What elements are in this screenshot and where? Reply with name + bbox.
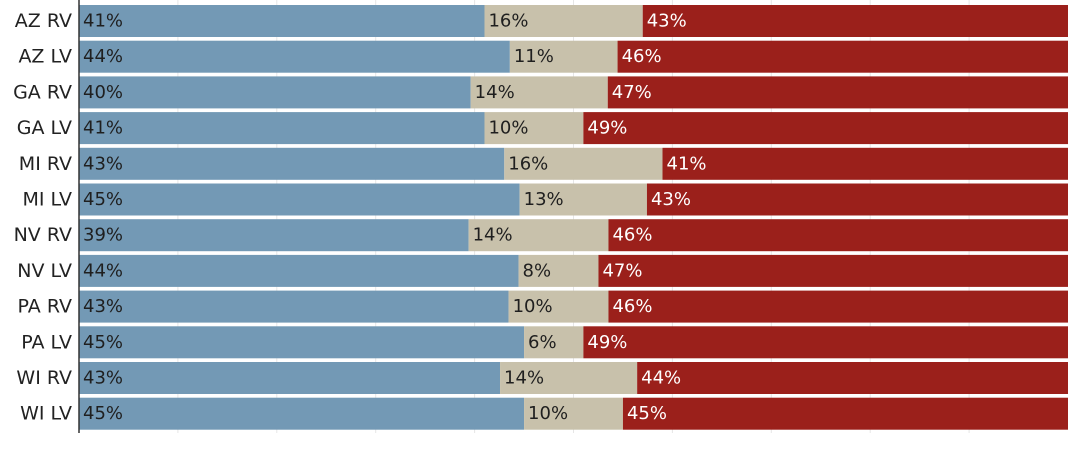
bar-segment-republican bbox=[662, 147, 1068, 180]
data-label: 8% bbox=[523, 260, 552, 281]
data-label: 47% bbox=[602, 260, 642, 281]
bar-segment-undecided bbox=[524, 326, 584, 359]
bar-segment-republican bbox=[617, 40, 1068, 73]
bar-segment-undecided bbox=[519, 183, 647, 216]
data-label: 43% bbox=[83, 296, 123, 317]
data-label: 14% bbox=[504, 368, 544, 389]
category-label: WI RV bbox=[16, 367, 72, 389]
data-label: 10% bbox=[528, 403, 568, 424]
data-label: 43% bbox=[651, 189, 691, 210]
bar-segment-republican bbox=[622, 397, 1068, 430]
bar-segment-democrat bbox=[79, 147, 505, 180]
data-label: 10% bbox=[513, 296, 553, 317]
bar-segment-undecided bbox=[500, 362, 638, 394]
bar-segment-democrat bbox=[79, 76, 471, 109]
category-label: NV LV bbox=[17, 260, 72, 282]
data-label: 44% bbox=[641, 368, 681, 389]
bar-segment-republican bbox=[642, 5, 1068, 37]
category-label: MI LV bbox=[22, 189, 72, 211]
data-label: 43% bbox=[647, 11, 687, 32]
bar-segment-democrat bbox=[79, 397, 525, 430]
data-label: 45% bbox=[627, 403, 667, 424]
data-label: 46% bbox=[612, 225, 652, 246]
data-label: 43% bbox=[83, 368, 123, 389]
category-label: MI RV bbox=[19, 153, 72, 175]
bar-segment-republican bbox=[608, 290, 1068, 323]
data-label: 39% bbox=[83, 225, 123, 246]
bar-segment-undecided bbox=[509, 40, 618, 73]
data-label: 49% bbox=[587, 332, 627, 353]
data-label: 13% bbox=[524, 189, 564, 210]
data-label: 45% bbox=[83, 403, 123, 424]
bar-segment-republican bbox=[583, 326, 1068, 359]
data-label: 41% bbox=[667, 153, 707, 174]
bar-segment-undecided bbox=[468, 219, 609, 252]
bar-segment-democrat bbox=[79, 326, 525, 359]
category-label: GA LV bbox=[17, 117, 72, 139]
data-label: 40% bbox=[83, 82, 123, 103]
bar-segment-republican bbox=[646, 183, 1068, 216]
bar-segment-republican bbox=[598, 254, 1068, 287]
bar-segment-republican bbox=[608, 219, 1068, 252]
data-label: 16% bbox=[508, 153, 548, 174]
data-label: 44% bbox=[83, 46, 123, 67]
category-label: NV RV bbox=[14, 224, 72, 246]
category-label: GA RV bbox=[13, 81, 72, 103]
bar-segment-republican bbox=[637, 362, 1068, 394]
bar-segment-undecided bbox=[470, 76, 608, 109]
bar-segment-republican bbox=[583, 112, 1068, 145]
data-label: 6% bbox=[528, 332, 557, 353]
category-label: PA RV bbox=[18, 296, 72, 318]
bar-segment-undecided bbox=[504, 147, 663, 180]
data-label: 10% bbox=[488, 118, 528, 139]
data-label: 46% bbox=[622, 46, 662, 67]
bar-segment-democrat bbox=[79, 112, 485, 145]
bar-segment-undecided bbox=[518, 254, 599, 287]
category-label: PA LV bbox=[21, 331, 72, 353]
data-label: 49% bbox=[587, 118, 627, 139]
bar-segment-democrat bbox=[79, 219, 469, 252]
data-label: 11% bbox=[514, 46, 554, 67]
data-label: 47% bbox=[612, 82, 652, 103]
bar-segment-undecided bbox=[484, 5, 643, 37]
category-label: AZ RV bbox=[15, 10, 72, 32]
bar-segment-undecided bbox=[524, 397, 623, 430]
data-label: 45% bbox=[83, 332, 123, 353]
data-label: 44% bbox=[83, 260, 123, 281]
data-label: 41% bbox=[83, 118, 123, 139]
category-label: AZ LV bbox=[18, 46, 72, 68]
bar-segment-democrat bbox=[79, 40, 510, 73]
labels: AZ RV 41% 16% 43% AZ LV 44% 11% 46% GA RV 40% 14% 4… bbox=[13, 10, 706, 425]
data-label: 16% bbox=[488, 11, 528, 32]
data-label: 45% bbox=[83, 189, 123, 210]
data-label: 46% bbox=[612, 296, 652, 317]
data-label: 41% bbox=[83, 11, 123, 32]
bar-segment-democrat bbox=[79, 290, 509, 323]
category-label: WI LV bbox=[20, 403, 72, 425]
bar-segment-democrat bbox=[79, 5, 485, 37]
bar-segment-undecided bbox=[508, 290, 609, 323]
data-label: 14% bbox=[473, 225, 513, 246]
bar-segment-democrat bbox=[79, 254, 519, 287]
bar-segment-undecided bbox=[484, 112, 584, 145]
bar-segment-democrat bbox=[79, 183, 520, 216]
data-label: 43% bbox=[83, 153, 123, 174]
data-label: 14% bbox=[475, 82, 515, 103]
bars bbox=[79, 5, 1068, 430]
bar-segment-democrat bbox=[79, 362, 501, 394]
bar-segment-republican bbox=[607, 76, 1068, 109]
